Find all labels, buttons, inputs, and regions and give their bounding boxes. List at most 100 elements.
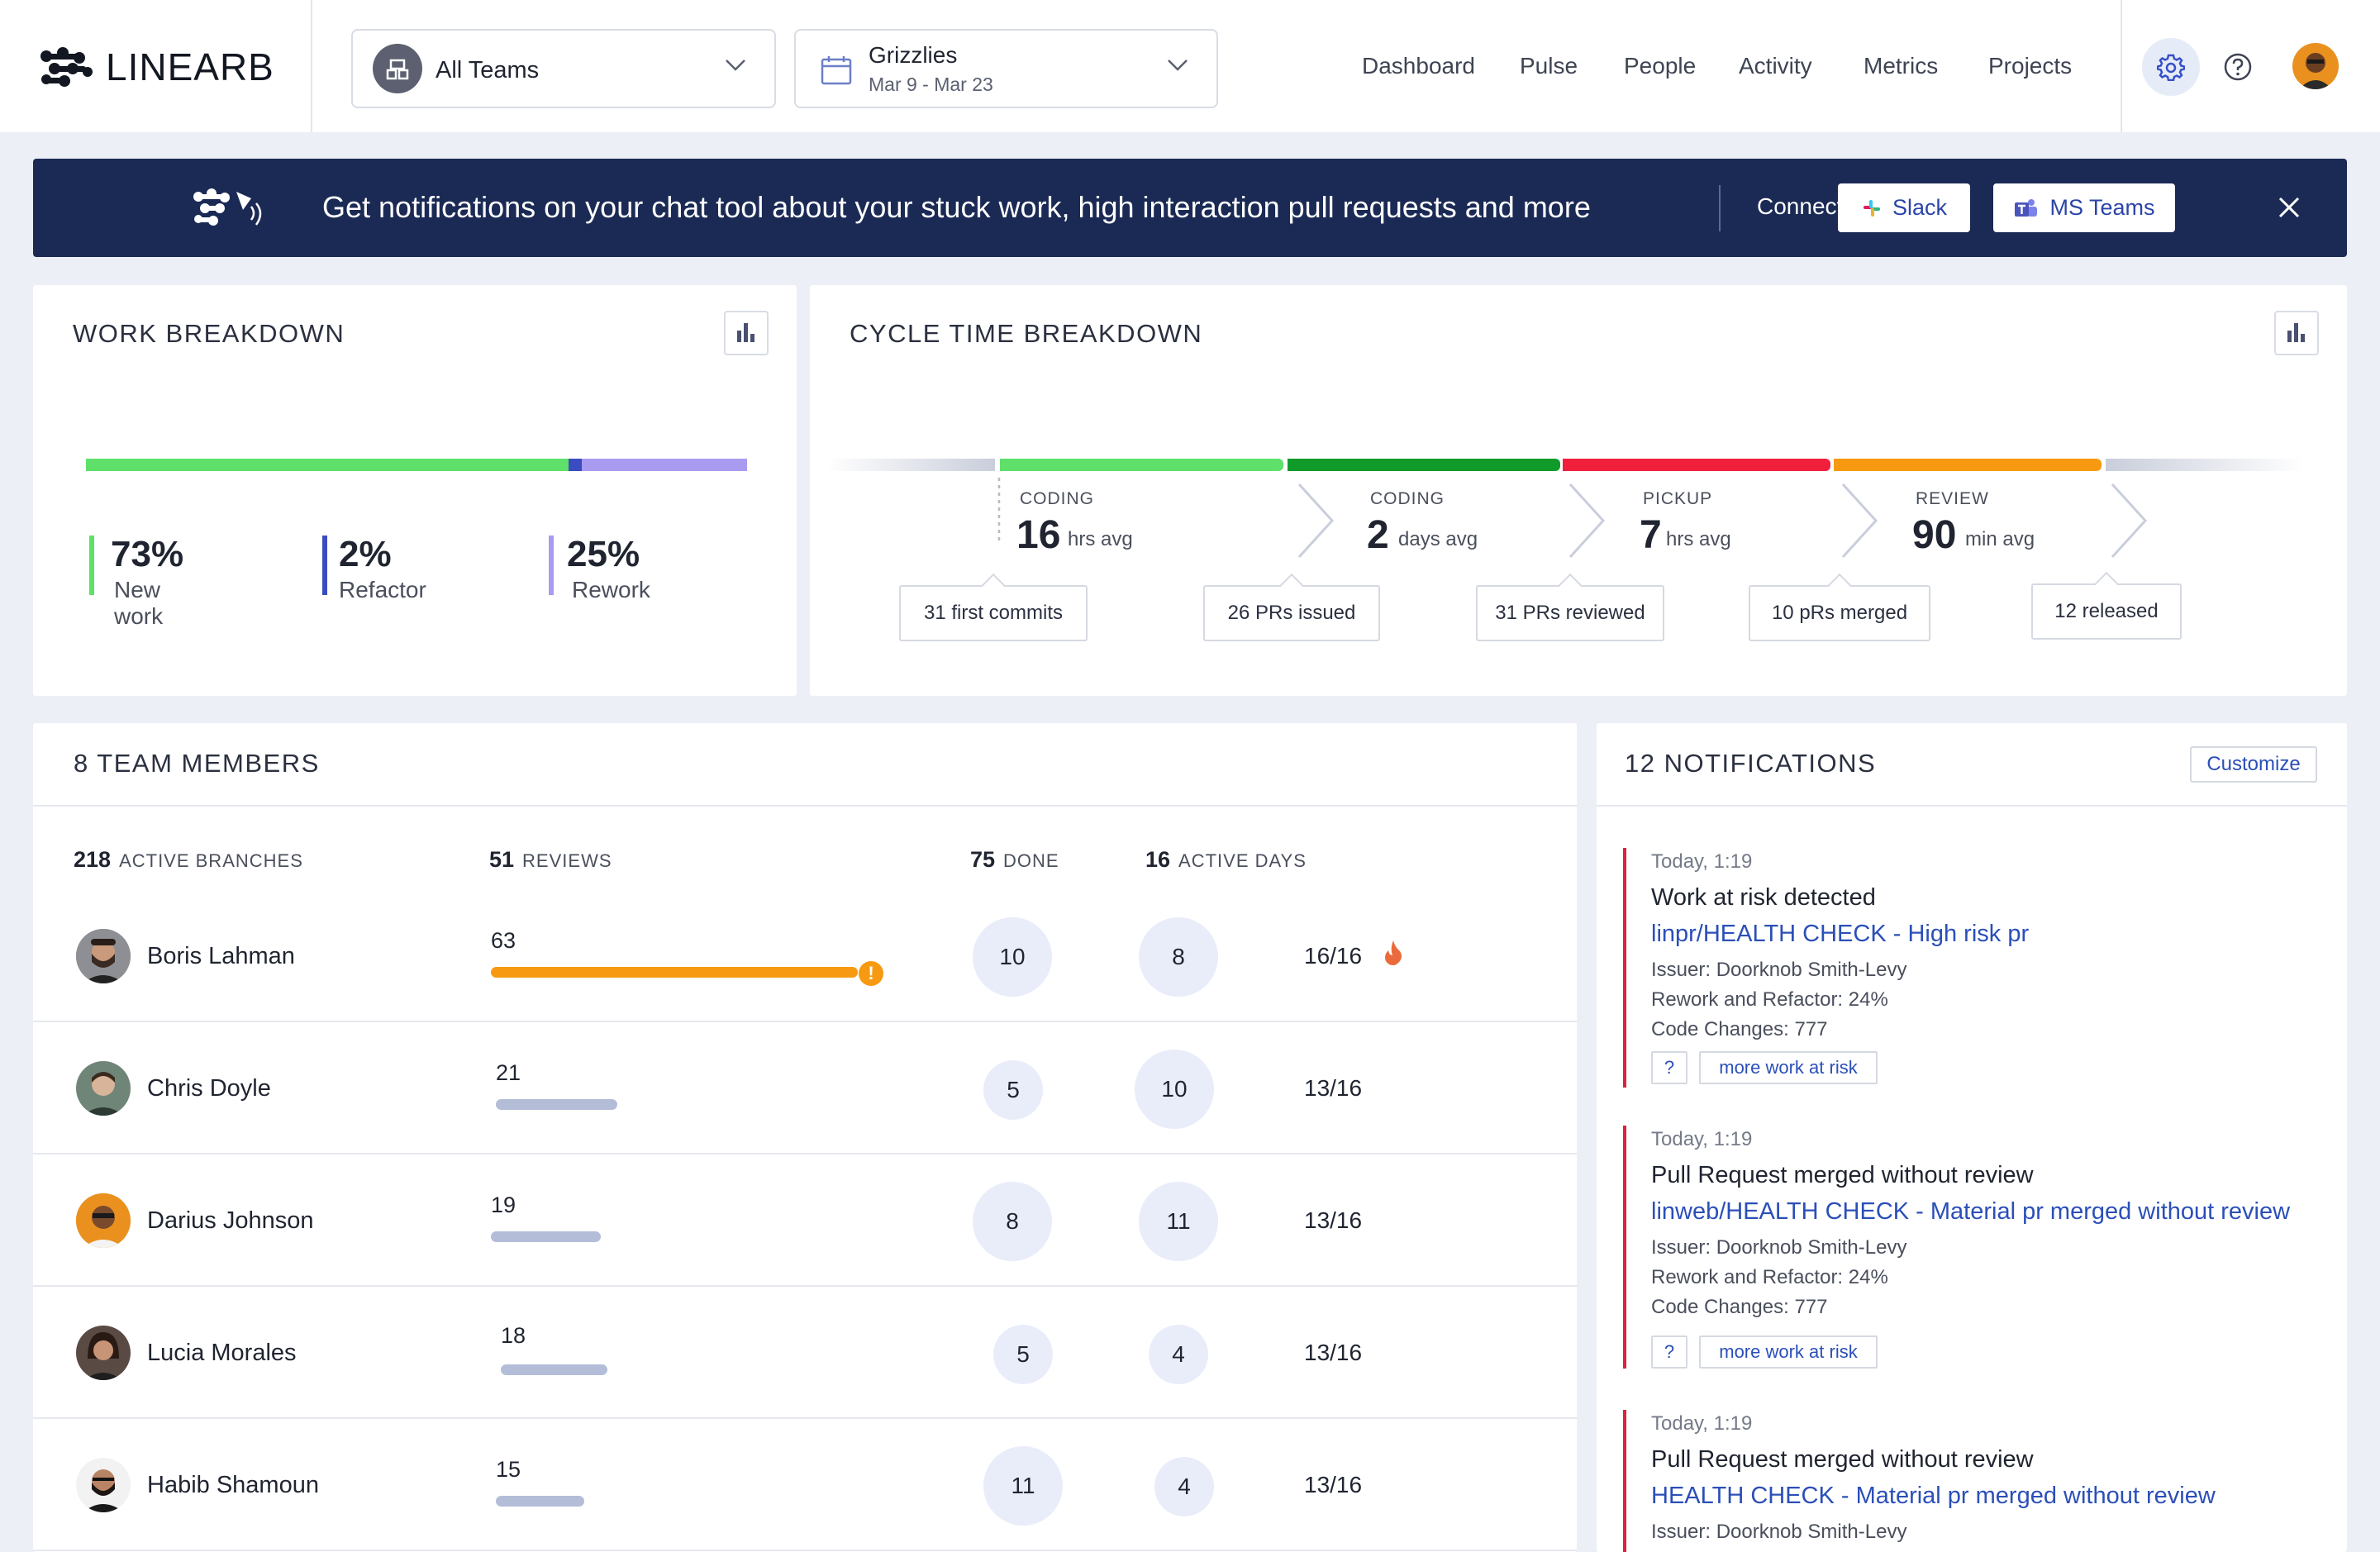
help-tag[interactable]: ? [1651,1051,1687,1084]
avatar [76,1193,131,1248]
team-row[interactable]: Chris Doyle 21 5 10 13/16 [33,1022,1577,1154]
done-count: 75 [970,847,996,872]
row-divider [33,1153,1577,1154]
event-prs-issued[interactable]: 26 PRs issued [1203,573,1380,641]
nav-dashboard[interactable]: Dashboard [1362,53,1475,79]
nav-metrics[interactable]: Metrics [1864,53,1939,79]
notification-item[interactable]: Today, 1:19 Work at risk detected linpr/… [1623,848,2301,1088]
nav-pulse[interactable]: Pulse [1520,53,1578,79]
rework-segment [582,459,747,471]
active-days-count: 16 [1145,847,1171,872]
notification-item[interactable]: Today, 1:19 Pull Request merged without … [1623,1126,2301,1369]
member-name: Lucia Morales [147,1340,297,1366]
work-breakdown-chart-button[interactable] [724,311,769,355]
help-icon[interactable] [2223,52,2253,82]
notifications-header-divider [1597,805,2347,807]
team-members-title: 8 TEAM MEMBERS [74,749,320,778]
date-range-select[interactable]: Grizzlies Mar 9 - Mar 23 [794,29,1218,108]
rework-marker [549,536,554,595]
notifications-card [1597,723,2347,1552]
help-tag[interactable]: ? [1651,1335,1687,1369]
active-days: 13/16 [1304,1075,1363,1101]
chat-notification-icon [193,188,262,226]
chevron-right-icon [1297,483,1335,559]
done-circle: 5 [993,1325,1053,1384]
review-bar [496,1496,584,1507]
linearb-logo[interactable]: LINEARB [38,45,274,88]
done-label: DONE [1003,850,1059,871]
nav-people[interactable]: People [1624,53,1697,79]
msteams-icon [2015,198,2038,217]
team-row[interactable]: Boris Lahman 63 ! 10 8 16/16 [33,890,1577,1022]
member-name: Chris Doyle [147,1075,271,1102]
avatar [76,1326,131,1380]
event-prs-merged[interactable]: 10 pRs merged [1749,573,1930,641]
stage-value-pickup: 7 [1640,513,1662,557]
team-row[interactable]: Lucia Morales 18 5 4 13/16 [33,1287,1577,1419]
notification-link[interactable]: linweb/HEALTH CHECK - Material pr merged… [1651,1198,2291,1225]
avatar [76,1061,131,1116]
nav-activity[interactable]: Activity [1739,53,1812,79]
msteams-connect-button[interactable]: MS Teams [1993,183,2175,232]
refactor-marker [322,536,327,595]
date-select-range: Mar 9 - Mar 23 [869,74,993,95]
user-avatar[interactable] [2292,43,2339,89]
review-count: 63 [491,928,516,953]
chevron-right-icon [2111,483,2148,559]
nav-projects[interactable]: Projects [1988,53,2073,79]
chevron-down-icon [726,60,745,71]
review-bar [501,1364,607,1375]
new-work-marker [89,536,94,595]
stage-value-coding: 16 [1016,513,1061,557]
notification-title: Work at risk detected [1651,884,1876,911]
done-circle: 5 [983,1060,1043,1120]
notification-title: Pull Request merged without review [1651,1162,2034,1188]
active-circle: 4 [1149,1325,1208,1384]
reviews-count: 51 [489,847,515,872]
review-count: 21 [496,1060,521,1085]
notification-time: Today, 1:19 [1651,1128,1753,1150]
slack-connect-button[interactable]: Slack [1838,183,1970,232]
review-bar [491,1231,601,1242]
more-work-at-risk-tag[interactable]: more work at risk [1699,1051,1878,1084]
row-divider [33,1021,1577,1022]
event-prs-reviewed-label: 31 PRs reviewed [1495,602,1645,624]
close-icon[interactable] [2278,196,2301,219]
active-circle: 10 [1135,1050,1214,1129]
notification-item[interactable]: Today, 1:19 Pull Request merged without … [1623,1410,2301,1552]
team-row[interactable]: Darius Johnson 19 8 11 13/16 [33,1154,1577,1287]
team-header-divider [33,805,1577,807]
connect-label: Connect: [1757,193,1850,219]
event-prs-reviewed[interactable]: 31 PRs reviewed [1476,573,1664,641]
cycle-end-segment [2106,459,2304,471]
cycle-time-chart-button[interactable] [2274,311,2319,355]
linearb-logo-icon [40,47,93,87]
notification-link[interactable]: linpr/HEALTH CHECK - High risk pr [1651,921,2030,947]
review-bar [491,967,858,978]
row-divider [33,1417,1577,1419]
active-circle: 8 [1139,917,1218,997]
fire-icon [1385,940,1402,965]
notification-link[interactable]: HEALTH CHECK - Material pr merged withou… [1651,1483,2216,1509]
review-stage-bar [1834,459,2102,471]
team-row[interactable]: Habib Shamoun 15 11 4 13/16 [33,1419,1577,1551]
slack-icon [1863,199,1880,217]
event-released[interactable]: 12 released [2031,571,2182,640]
settings-button[interactable] [2142,38,2200,96]
warning-icon[interactable]: ! [859,961,883,986]
team-icon [373,44,422,93]
new-work-percent: 73% [111,534,184,574]
team-select[interactable]: All Teams [351,29,776,108]
stage-unit-review: min avg [1965,528,2035,550]
notifications-title: 12 NOTIFICATIONS [1625,749,1877,778]
stage-label-review: REVIEW [1916,489,1989,508]
event-first-commits[interactable]: 31 first commits [899,573,1088,641]
refactor-percent: 2% [339,534,392,574]
notification-rework: Rework and Refactor: 24% [1651,988,1888,1011]
reviews-label: REVIEWS [522,850,612,871]
notification-time: Today, 1:19 [1651,850,1753,873]
col-done: 75 DONE [970,847,1059,873]
more-work-at-risk-tag[interactable]: more work at risk [1699,1335,1878,1369]
active-circle: 4 [1154,1457,1214,1516]
customize-button[interactable]: Customize [2190,746,2317,783]
